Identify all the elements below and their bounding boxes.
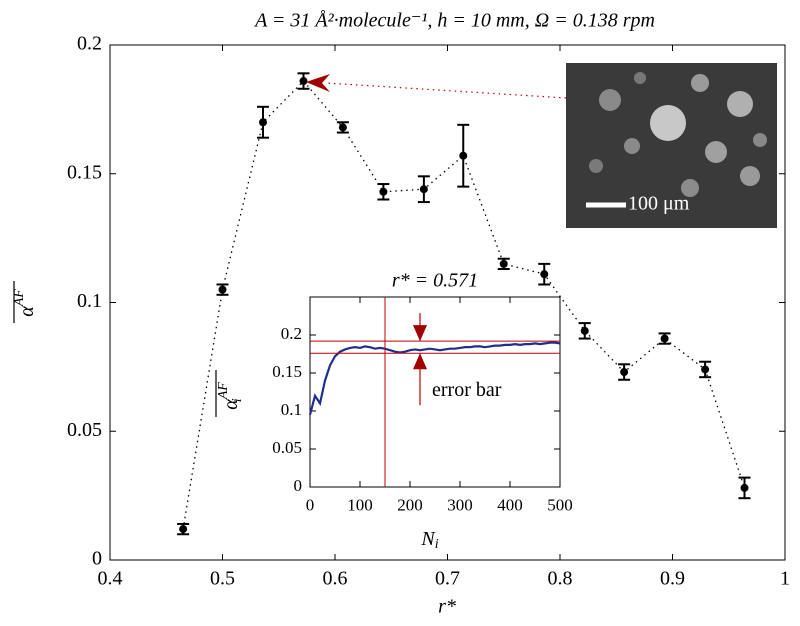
domain <box>681 179 699 197</box>
x-tick-label: 0.9 <box>660 567 685 589</box>
y-label-text: αAF <box>12 289 37 317</box>
data-point <box>419 185 428 194</box>
y-tick-label: 0.15 <box>67 161 102 183</box>
error-bar <box>538 262 551 286</box>
error-bar <box>336 121 349 134</box>
data-point <box>259 118 267 127</box>
inset-x-subscript: i <box>435 537 439 552</box>
x-axis-label: r* <box>438 596 456 618</box>
x-tick-label: 500 <box>547 496 573 515</box>
inset-x-symbol: N <box>420 528 436 550</box>
x-tick-label: 0.4 <box>98 567 123 589</box>
inset-y-superscript: AF <box>216 382 231 401</box>
error-bar <box>618 363 631 381</box>
inset-title: r* = 0.571 <box>392 270 478 292</box>
data-point <box>540 270 549 279</box>
error-bar <box>177 522 190 536</box>
domain <box>624 138 640 154</box>
domain <box>650 105 686 141</box>
inset-y-label: αAFi <box>215 370 245 417</box>
y-tick-label: 0.2 <box>77 33 102 55</box>
y-label-symbol: α <box>16 306 38 317</box>
chart-title: A = 31 Å²·molecule⁻¹, h = 10 mm, Ω = 0.1… <box>253 10 655 32</box>
y-label-superscript: AF <box>12 289 27 308</box>
error-bar <box>216 283 229 296</box>
data-point <box>338 123 347 132</box>
error-bar <box>699 360 712 379</box>
inset-y-symbol: α <box>220 399 242 410</box>
y-tick-label: 0.05 <box>272 438 302 457</box>
error-bar <box>257 105 269 139</box>
inset-axes-frame <box>309 296 561 488</box>
annotation-arrowhead <box>413 325 427 342</box>
domain <box>740 166 760 186</box>
convergence-line <box>308 341 561 416</box>
y-tick-label: 0 <box>92 548 102 570</box>
microscope-image: 100 μm <box>566 63 777 228</box>
annotation-label: error bar <box>432 379 502 401</box>
domain <box>589 159 603 173</box>
data-point <box>379 187 388 196</box>
domain <box>705 141 727 163</box>
error-bar <box>578 322 591 340</box>
data-point <box>499 259 508 268</box>
x-tick-label: 1 <box>780 567 790 589</box>
inset-x-label: Ni <box>420 528 438 553</box>
data-point <box>620 368 629 377</box>
y-tick-label: 0.2 <box>281 324 302 343</box>
y-tick-label: 0 <box>294 476 303 495</box>
domain <box>753 133 767 147</box>
error-bar <box>457 123 470 188</box>
data-point <box>740 483 749 492</box>
y-tick-label: 0.1 <box>281 400 302 419</box>
y-tick-label: 0.05 <box>67 419 102 441</box>
x-tick-label: 400 <box>497 496 523 515</box>
error-bar <box>738 476 751 500</box>
domain <box>599 89 621 111</box>
domain <box>727 91 753 117</box>
x-tick-label: 0.5 <box>210 567 235 589</box>
data-point <box>179 525 188 534</box>
x-tick-label: 0.7 <box>435 567 460 589</box>
error-bar <box>297 72 310 90</box>
annotation-arrowhead <box>413 353 427 370</box>
data-point <box>660 334 669 343</box>
x-tick-label: 0 <box>306 496 315 515</box>
inset-y-subscript: i <box>230 398 245 402</box>
x-tick-label: 200 <box>397 496 423 515</box>
data-point <box>218 285 227 294</box>
inset-y-label-text: αAFi <box>216 382 245 410</box>
x-tick-label: 0.6 <box>323 567 348 589</box>
x-tick-label: 100 <box>347 496 373 515</box>
error-bar <box>377 183 390 201</box>
y-tick-label: 0.15 <box>272 362 302 381</box>
data-point <box>299 77 308 86</box>
error-bar <box>658 332 671 345</box>
domain <box>634 72 646 84</box>
data-point <box>580 326 589 335</box>
domain <box>691 74 709 92</box>
x-tick-label: 300 <box>447 496 473 515</box>
scale-bar-label: 100 μm <box>628 193 690 215</box>
data-point <box>459 151 468 160</box>
x-tick-label: 0.8 <box>548 567 573 589</box>
pointer-arrowhead <box>306 74 330 92</box>
image-background <box>566 63 777 228</box>
data-point <box>701 365 710 374</box>
y-tick-label: 0.1 <box>77 290 102 312</box>
error-bar <box>417 175 430 204</box>
error-bar <box>497 257 510 271</box>
y-axis-label: αAF <box>12 281 38 323</box>
pointer-line <box>325 82 567 99</box>
